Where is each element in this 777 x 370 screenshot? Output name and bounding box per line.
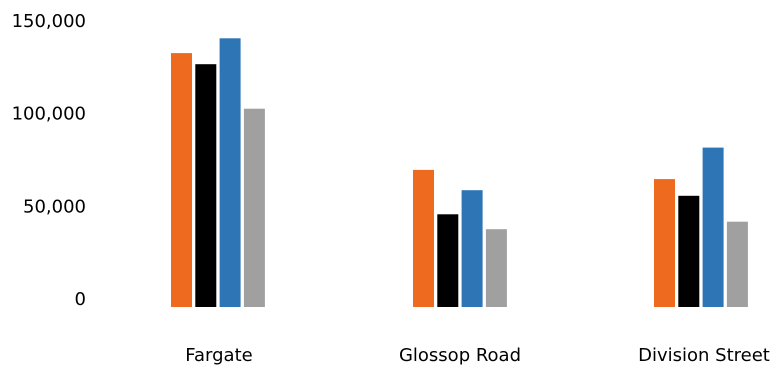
y-tick-label: 0 [75, 289, 86, 310]
x-axis-category-labels: Fargate Glossop Road Division Street [185, 345, 770, 366]
bar-fargate-series-3 [219, 38, 241, 308]
x-category-label: Fargate [185, 345, 252, 366]
bar-glossop-road-series-2 [437, 214, 459, 307]
x-category-label: Division Street [638, 345, 770, 366]
bar-division-street-series-3 [702, 147, 724, 307]
bar-fargate-series-2 [195, 64, 217, 307]
bar-glossop-road-series-3 [461, 190, 483, 307]
bar-fargate-series-1 [171, 53, 192, 307]
y-axis-tick-labels: 0 50,000 100,000 150,000 [12, 11, 86, 310]
bar-glossop-road-series-4 [485, 229, 507, 307]
y-tick-label: 50,000 [23, 196, 86, 217]
x-category-label: Glossop Road [399, 345, 521, 366]
bar-division-street-series-2 [678, 195, 700, 307]
bar-division-street-series-4 [726, 221, 748, 307]
y-tick-label: 150,000 [12, 11, 86, 32]
bars [171, 38, 748, 308]
bar-fargate-series-4 [243, 108, 265, 307]
bar-division-street-series-1 [654, 179, 675, 307]
y-tick-label: 100,000 [12, 104, 86, 125]
bar-glossop-road-series-1 [413, 169, 434, 307]
